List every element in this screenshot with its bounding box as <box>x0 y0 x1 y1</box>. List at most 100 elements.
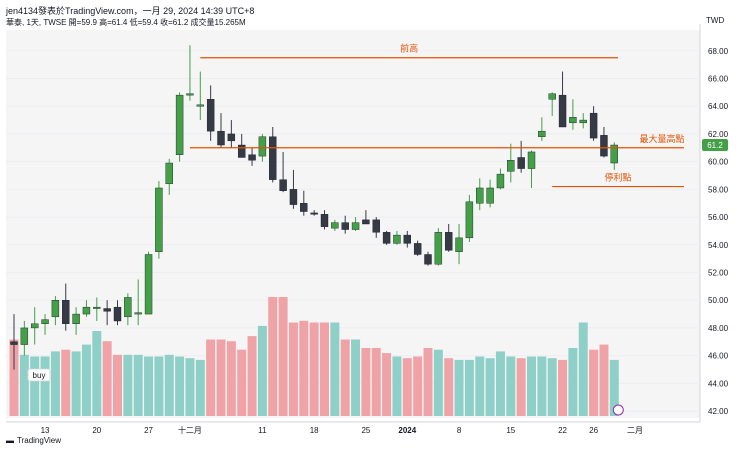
candle-body <box>331 222 339 229</box>
tradingview-logo: ▬ TradingView <box>6 436 61 445</box>
tv-logo-icon: ▬ <box>6 436 14 445</box>
volume-bar <box>485 358 495 416</box>
candle-body <box>196 104 205 107</box>
x-tick-label: 25 <box>361 426 370 435</box>
event-icon <box>612 404 624 416</box>
y-tick-label: 44.00 <box>708 379 729 388</box>
candle-body <box>310 212 318 215</box>
y-tick-label: 54.00 <box>708 241 729 250</box>
volume-bar <box>61 349 71 416</box>
candle-body <box>62 300 70 324</box>
x-tick-label: 18 <box>310 426 319 435</box>
volume-bar <box>50 351 60 416</box>
candle-body <box>258 136 267 157</box>
y-tick-label: 56.00 <box>708 213 729 222</box>
x-tick-label: 二月 <box>627 426 643 435</box>
candle-body <box>413 243 422 255</box>
volume-bar <box>175 356 185 416</box>
annotation-label: 前高 <box>400 43 418 54</box>
volume-bar <box>133 354 143 416</box>
volume-bar <box>454 359 464 416</box>
candle-body <box>20 327 29 345</box>
x-tick-label: 2024 <box>398 426 416 435</box>
volume-bar <box>423 348 433 416</box>
volume-bar <box>599 344 609 416</box>
y-tick-label: 60.00 <box>708 158 729 167</box>
candle-body <box>424 254 432 265</box>
volume-bar <box>278 297 288 416</box>
candle-body <box>320 214 329 227</box>
volume-bar <box>288 322 298 416</box>
brand-label: TradingView <box>17 436 62 445</box>
y-tick-label: 68.00 <box>708 47 729 56</box>
volume-bar <box>527 356 536 416</box>
candle-body <box>507 160 515 172</box>
volume-bar <box>475 356 485 416</box>
candle-body <box>124 297 132 318</box>
annotation-label: 最大量高點 <box>639 133 684 144</box>
candle-body <box>175 94 184 155</box>
candle-body <box>103 308 111 312</box>
volume-bar <box>9 339 19 416</box>
x-tick-label: 8 <box>457 426 462 435</box>
volume-bar <box>216 339 226 416</box>
candle-body <box>341 222 349 230</box>
volume-bar <box>495 351 505 416</box>
volume-bar <box>413 356 423 416</box>
volume-bar <box>19 354 29 416</box>
candle-body <box>227 133 236 142</box>
candle-body <box>279 179 287 191</box>
candle-body <box>517 157 525 169</box>
volume-bar <box>30 356 40 416</box>
volume-bar <box>361 348 371 416</box>
volume-bar <box>257 325 267 416</box>
volume-bar <box>330 322 340 416</box>
volume-bar <box>195 359 205 416</box>
currency-label: TWD <box>706 16 725 25</box>
candle-body <box>82 306 91 315</box>
x-tick-label: 26 <box>589 426 598 435</box>
candle-body <box>51 300 60 318</box>
volume-bar <box>558 359 568 416</box>
candle-body <box>41 319 49 324</box>
volume-bar <box>226 341 236 416</box>
last-price-tag <box>702 139 728 152</box>
candle-body <box>465 201 474 239</box>
volume-bar <box>71 351 81 416</box>
candle-body <box>237 144 246 158</box>
volume-bar <box>578 322 588 416</box>
candle-body <box>569 117 577 124</box>
volume-bar <box>464 359 474 416</box>
y-tick-label: 66.00 <box>708 75 729 84</box>
candle-body <box>93 306 101 309</box>
volume-bar <box>92 331 102 416</box>
candle-body <box>589 112 598 139</box>
candle-body <box>269 136 277 180</box>
candle-body <box>10 341 18 345</box>
volume-bar <box>206 339 216 416</box>
candle-body <box>31 323 39 329</box>
volume-bar <box>268 297 278 416</box>
last-price-label: 61.2 <box>707 141 723 150</box>
candle-body <box>382 232 391 244</box>
candle-body <box>486 187 494 204</box>
candle-body <box>186 93 194 96</box>
candle-body <box>72 313 80 324</box>
volume-bar <box>81 344 91 416</box>
y-tick-label: 52.00 <box>708 269 729 278</box>
candle-body <box>134 312 142 315</box>
candle-body <box>455 237 463 252</box>
y-tick-label: 46.00 <box>708 352 729 361</box>
volume-bar <box>371 348 381 416</box>
volume-bar <box>320 322 329 416</box>
candle-body <box>206 99 215 132</box>
volume-bar <box>609 359 619 416</box>
candle-body <box>610 144 618 164</box>
x-tick-label: 13 <box>41 426 50 435</box>
volume-bar <box>185 358 195 416</box>
candle-body <box>351 222 360 230</box>
x-tick-label: 11 <box>258 426 267 435</box>
symbol-info: 華泰, 1天, TWSE 開=59.9 高=61.4 低=59.4 收=61.2… <box>6 18 246 27</box>
volume-bar <box>144 356 154 416</box>
